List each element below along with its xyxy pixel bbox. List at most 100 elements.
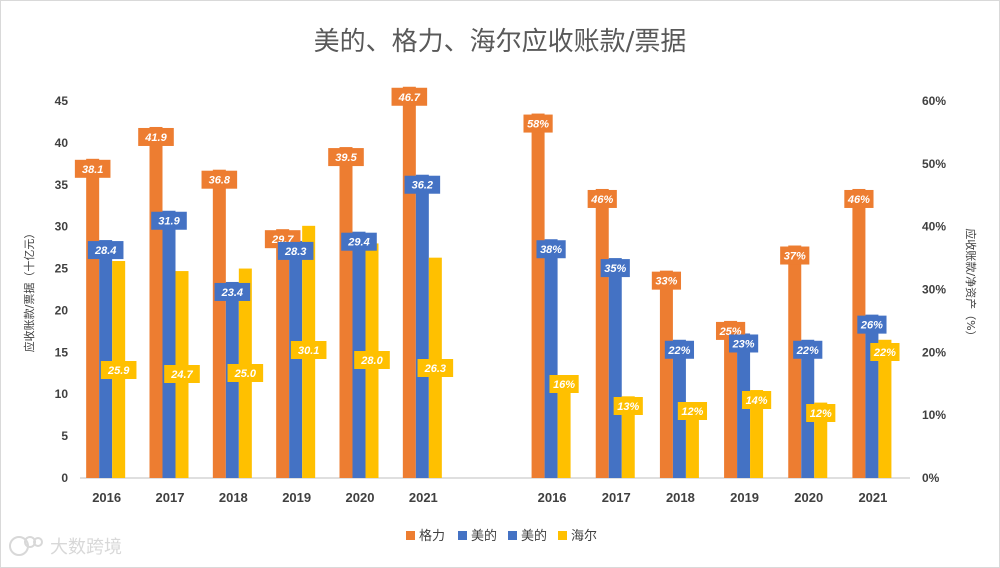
panel-0-bar-geli (402, 86, 416, 478)
panel-1-bar-haier (621, 396, 635, 478)
panel-1-bar-haier (557, 377, 571, 478)
panel-1-x-tick-label: 2019 (730, 490, 759, 505)
legend-swatch (558, 531, 567, 540)
panel-0-x-tick-label: 2016 (92, 490, 121, 505)
panel-0-data-label: 38.1 (82, 164, 103, 176)
panel-0-data-label-bg (227, 364, 264, 382)
panel-0-data-label-bg (341, 232, 377, 251)
panel-0-x-tick-label: 2018 (219, 490, 248, 505)
panel-1-x-tick-label: 2020 (794, 490, 823, 505)
panel-1-bar-midea (608, 258, 622, 478)
right-y-tick-label: 20% (922, 345, 946, 359)
panel-1-data-label-bg (793, 340, 823, 359)
panel-1-data-label-bg (870, 343, 900, 361)
watermark-text: 大数跨境 (50, 537, 122, 558)
panel-0-data-label-bg (151, 211, 187, 230)
panel-1-data-label: 46% (590, 194, 613, 206)
panel-1-data-label: 38% (540, 244, 562, 256)
plot-layer: 0 5 10 15 20 25 30 35 40 45 2016 38.1 28.4 25.9 2017 41… (55, 86, 946, 505)
panel-0-data-label-bg (74, 159, 111, 178)
panel-0-data-label-bg (100, 361, 137, 379)
panel-0-data-label-bg (328, 148, 364, 167)
right-y-tick-label: 40% (922, 220, 946, 234)
panel-0-bar-geli (212, 169, 226, 478)
panel-1-data-label-bg (844, 189, 874, 208)
left-axis-label: 应收账款/票据（十亿元） (22, 228, 36, 353)
panel-1-data-label-bg (613, 397, 643, 415)
panel-0-data-label-bg (290, 341, 327, 359)
panel-1-data-label: 12% (681, 406, 703, 418)
left-y-tick-label: 25 (55, 262, 69, 276)
left-y-tick-label: 40 (55, 136, 69, 150)
panel-1-data-label-bg (549, 375, 579, 393)
right-y-tick-label: 10% (922, 408, 946, 422)
panel-1-data-label: 46% (847, 194, 870, 206)
panel-0-data-label: 46.7 (398, 92, 421, 104)
panel-1-x-tick-label: 2021 (858, 490, 887, 505)
panel-0-bar-midea (162, 210, 176, 478)
panel-0-data-label: 28.3 (284, 246, 306, 258)
panel-1-data-label-bg (728, 334, 759, 353)
panel-1-bar-geli (788, 245, 802, 478)
panel-0-data-label-bg (417, 359, 454, 377)
panel-1-data-label: 35% (604, 263, 626, 275)
panel-0-data-label: 25.0 (234, 368, 257, 380)
panel-1-data-label: 22% (796, 345, 819, 357)
panel-0-data-label-bg (138, 127, 174, 146)
legend-label: 美的 (521, 528, 547, 544)
panel-1-data-label-bg (741, 391, 772, 409)
panel-0-bar-geli (86, 158, 100, 478)
panel-1-bar-midea (544, 239, 558, 478)
left-y-tick-label: 45 (55, 94, 69, 108)
panel-0-data-label-bg (391, 87, 428, 106)
panel-1-data-label-bg (587, 189, 617, 208)
panel-0-data-label: 30.1 (298, 345, 319, 357)
legend-swatch (508, 531, 517, 540)
right-y-tick-label: 0% (922, 471, 940, 485)
panel-0-data-label-bg (201, 170, 238, 189)
panel-0-x-tick-label: 2019 (282, 490, 311, 505)
panel-0-data-label-bg (164, 365, 200, 383)
panel-0-bar-midea (289, 240, 303, 478)
panel-1-data-label-bg (806, 404, 836, 422)
panel-1-data-label-bg (523, 114, 553, 133)
watermark: 大数跨境 (9, 536, 122, 558)
panel-0-bar-geli (276, 229, 290, 478)
left-y-tick-label: 15 (55, 345, 69, 359)
left-y-tick-label: 10 (55, 387, 69, 401)
panel-1-bar-midea (865, 314, 879, 478)
panel-0-x-tick-label: 2021 (409, 490, 438, 505)
legend: 格力 美的 美的 海尔 (406, 528, 597, 544)
panel-1-data-label-bg (780, 246, 810, 265)
panel-1-data-label: 23% (732, 338, 755, 350)
panel-0-data-label: 24.7 (170, 369, 193, 381)
panel-1-data-label: 16% (553, 379, 575, 391)
panel-1-data-label-bg (600, 259, 630, 278)
panel-0-data-label: 29.4 (347, 237, 369, 249)
panel-1-bar-geli (595, 188, 609, 478)
panel-0-bar-midea (415, 174, 429, 479)
panel-0-bar-midea (99, 240, 113, 478)
panel-1-data-label: 14% (746, 395, 768, 407)
chart-title: 美的、格力、海尔应收账款/票据 (314, 27, 687, 57)
panel-0-data-label-bg (277, 241, 314, 260)
panel-1-data-label-bg (651, 271, 682, 290)
right-y-tick-label: 50% (922, 157, 946, 171)
watermark-logo-icon (9, 536, 43, 556)
legend-swatch (406, 531, 415, 540)
panel-1-x-tick-label: 2016 (538, 490, 567, 505)
left-y-tick-label: 30 (55, 220, 69, 234)
panel-0-data-label-bg (214, 282, 251, 301)
left-y-tick-label: 5 (61, 429, 68, 443)
panel-0-data-label-bg (404, 175, 441, 194)
panel-0-data-label-bg (354, 351, 390, 369)
left-y-tick-label: 20 (55, 303, 69, 317)
panel-1-bar-haier (685, 402, 699, 478)
panel-1-data-label-bg (664, 340, 695, 359)
panel-1-x-tick-label: 2018 (666, 490, 695, 505)
left-y-tick-label: 35 (55, 178, 69, 192)
left-y-tick-label: 0 (61, 471, 68, 485)
panel-1-data-label-bg (677, 402, 708, 420)
panel-1-bar-geli (531, 113, 545, 479)
